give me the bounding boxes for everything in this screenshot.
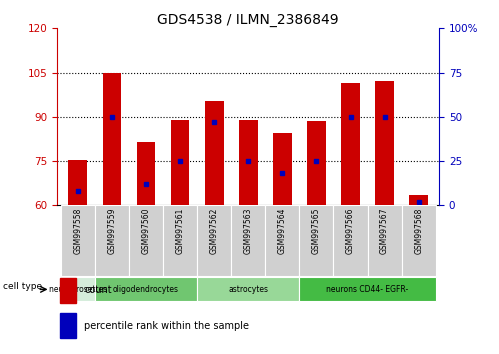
FancyBboxPatch shape (299, 278, 436, 301)
Text: neurons CD44- EGFR-: neurons CD44- EGFR- (326, 285, 409, 294)
FancyBboxPatch shape (197, 278, 299, 301)
Bar (375, 81, 394, 205)
Text: astrocytes: astrocytes (228, 285, 268, 294)
Text: GSM997562: GSM997562 (210, 207, 219, 254)
Text: count: count (84, 285, 112, 295)
FancyBboxPatch shape (163, 205, 197, 276)
FancyBboxPatch shape (129, 205, 163, 276)
Text: GSM997563: GSM997563 (244, 207, 253, 254)
Text: GSM997565: GSM997565 (312, 207, 321, 254)
Bar (60, 278, 76, 303)
Text: cell type: cell type (3, 282, 42, 291)
FancyBboxPatch shape (95, 278, 197, 301)
Bar (273, 133, 292, 205)
Text: neural rosettes: neural rosettes (49, 285, 107, 294)
FancyBboxPatch shape (402, 205, 436, 276)
Text: GSM997561: GSM997561 (176, 207, 185, 254)
Title: GDS4538 / ILMN_2386849: GDS4538 / ILMN_2386849 (158, 13, 339, 27)
Text: GSM997559: GSM997559 (107, 207, 116, 254)
Text: GSM997564: GSM997564 (278, 207, 287, 254)
Bar (239, 120, 257, 205)
Text: GSM997566: GSM997566 (346, 207, 355, 254)
Bar (103, 73, 121, 205)
FancyBboxPatch shape (299, 205, 333, 276)
Bar (171, 120, 190, 205)
Bar (60, 313, 76, 338)
FancyBboxPatch shape (368, 205, 402, 276)
Bar (341, 83, 360, 205)
Bar (137, 142, 155, 205)
FancyBboxPatch shape (61, 205, 95, 276)
Text: GSM997558: GSM997558 (73, 207, 82, 254)
Text: oligodendrocytes: oligodendrocytes (113, 285, 179, 294)
FancyBboxPatch shape (61, 278, 95, 301)
Bar (409, 195, 428, 205)
Bar (307, 121, 326, 205)
Bar (68, 160, 87, 205)
Text: percentile rank within the sample: percentile rank within the sample (84, 321, 249, 331)
FancyBboxPatch shape (265, 205, 299, 276)
FancyBboxPatch shape (231, 205, 265, 276)
FancyBboxPatch shape (333, 205, 368, 276)
Text: GSM997567: GSM997567 (380, 207, 389, 254)
Text: GSM997568: GSM997568 (414, 207, 423, 254)
Bar (205, 101, 224, 205)
Text: GSM997560: GSM997560 (142, 207, 151, 254)
FancyBboxPatch shape (197, 205, 231, 276)
FancyBboxPatch shape (95, 205, 129, 276)
